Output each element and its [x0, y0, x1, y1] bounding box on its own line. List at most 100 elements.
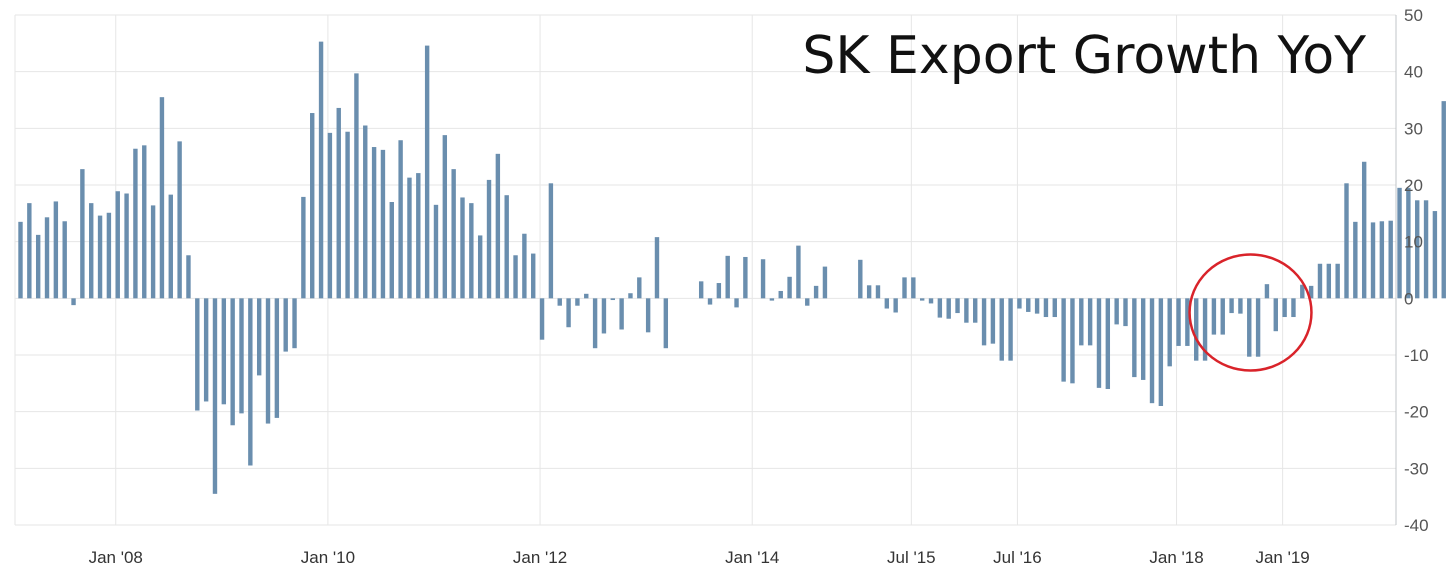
bar: [124, 193, 129, 299]
bar: [460, 197, 465, 299]
bar: [256, 298, 262, 376]
bar: [769, 298, 775, 301]
bar: [1291, 298, 1296, 318]
bar: [53, 201, 59, 299]
bar: [522, 233, 527, 299]
y-tick-label: -40: [1404, 516, 1429, 535]
bar: [698, 281, 704, 299]
bar: [946, 298, 951, 319]
horizontal-gridlines: [15, 14, 1396, 526]
bar: [1238, 298, 1243, 314]
bar: [380, 149, 386, 299]
bar: [363, 125, 368, 299]
bar: [265, 298, 271, 424]
chart-title: SK Export Growth YoY: [802, 26, 1366, 86]
bar: [760, 259, 766, 299]
bar: [203, 298, 209, 402]
bar: [177, 141, 182, 299]
bar: [398, 140, 403, 299]
bar: [628, 293, 633, 299]
bar: [106, 212, 112, 299]
bar: [186, 255, 191, 299]
bar: [734, 298, 739, 308]
bar: [884, 298, 890, 309]
bar: [1388, 220, 1393, 299]
x-tick-label: Jan '18: [1149, 548, 1203, 567]
bar-series: [18, 41, 1446, 494]
bar: [1282, 298, 1287, 318]
bar: [557, 298, 562, 306]
bar: [619, 298, 624, 330]
bar: [115, 191, 120, 299]
bar: [504, 195, 509, 299]
bar: [911, 277, 916, 299]
x-tick-label: Jan '14: [725, 548, 779, 567]
bar: [133, 148, 138, 299]
bar: [531, 253, 536, 299]
bar: [1132, 298, 1137, 378]
bar: [601, 298, 607, 334]
bar: [62, 221, 67, 299]
bar: [451, 169, 456, 299]
bar: [707, 298, 713, 305]
x-tick-label: Jul '16: [993, 548, 1042, 567]
bar: [1406, 187, 1411, 299]
bar: [1096, 298, 1102, 388]
bar: [637, 277, 642, 299]
bar: [1229, 298, 1234, 314]
bar: [239, 298, 244, 414]
bar: [469, 203, 474, 299]
bar: [813, 285, 819, 299]
y-tick-label: 20: [1404, 176, 1423, 195]
bar: [18, 221, 23, 299]
bar: [805, 298, 810, 306]
bar: [866, 285, 872, 299]
bar: [1370, 222, 1376, 299]
y-tick-label: 40: [1404, 63, 1423, 82]
bar: [928, 298, 934, 304]
bar: [610, 298, 615, 301]
bar: [1026, 298, 1031, 312]
bar: [566, 298, 571, 328]
bar: [858, 259, 863, 299]
bar: [981, 298, 987, 346]
bar: [1114, 298, 1119, 325]
bar: [893, 298, 898, 313]
x-tick-label: Jan '19: [1255, 548, 1309, 567]
bar: [1264, 284, 1270, 299]
y-tick-label: -20: [1404, 403, 1429, 422]
bar: [592, 298, 598, 349]
bar: [584, 293, 589, 299]
bar: [27, 203, 32, 299]
bar: [778, 290, 783, 299]
y-tick-label: 30: [1404, 119, 1423, 138]
x-tick-label: Jan '08: [89, 548, 143, 567]
bar: [1353, 221, 1358, 299]
bar: [354, 73, 359, 299]
bar: [1326, 263, 1332, 299]
bar: [274, 298, 280, 418]
bar: [548, 183, 554, 299]
bar: [955, 298, 960, 314]
vertical-gridlines: [14, 15, 1284, 525]
bar: [1335, 263, 1340, 299]
bar: [1061, 298, 1066, 382]
bar: [1432, 211, 1438, 299]
bar: [1308, 285, 1314, 299]
x-tick-label: Jan '12: [513, 548, 567, 567]
bar: [1008, 298, 1013, 361]
bar: [990, 298, 996, 344]
bar: [159, 97, 165, 299]
y-tick-label: 10: [1404, 233, 1423, 252]
bar: [645, 298, 651, 333]
bar: [195, 298, 200, 411]
bar: [1194, 298, 1199, 361]
bar: [787, 276, 792, 299]
x-axis-tick-labels: Jan '08 Jan '10 Jan '12 Jan '14 Jul '15 Jul '…: [89, 548, 1310, 567]
bar: [513, 255, 518, 299]
bar: [1149, 298, 1155, 404]
bar: [389, 202, 394, 299]
bar: [1158, 298, 1164, 406]
bar: [442, 135, 448, 299]
